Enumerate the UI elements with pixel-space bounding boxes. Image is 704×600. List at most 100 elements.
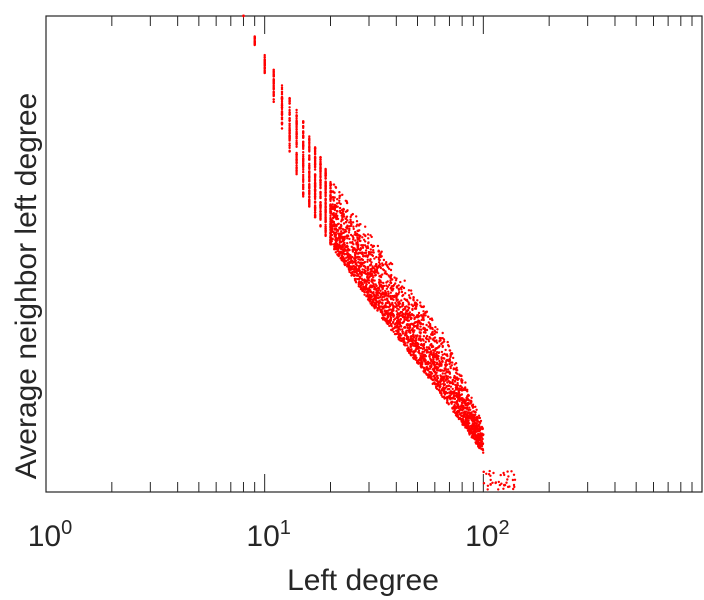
data-point <box>414 307 418 310</box>
data-point <box>488 469 491 473</box>
data-point <box>470 436 473 439</box>
data-point <box>498 483 502 487</box>
data-point <box>338 237 342 241</box>
data-point <box>463 424 466 427</box>
data-point <box>408 351 412 354</box>
data-point <box>295 162 298 165</box>
data-point <box>468 426 471 429</box>
data-point <box>353 233 356 236</box>
data-point <box>369 248 372 251</box>
data-point <box>333 245 337 249</box>
data-point <box>403 325 407 329</box>
data-point <box>368 275 372 278</box>
data-point <box>397 288 401 291</box>
x-tick-label: 102 <box>465 517 510 553</box>
data-point <box>446 398 449 401</box>
data-point <box>481 437 484 441</box>
data-point <box>390 314 394 317</box>
data-point <box>345 220 348 224</box>
data-point <box>272 93 275 96</box>
data-point <box>486 484 490 487</box>
data-point <box>441 389 444 392</box>
data-point <box>280 87 284 91</box>
data-point <box>376 266 379 269</box>
data-point <box>358 236 361 240</box>
data-point <box>399 324 402 327</box>
data-point <box>411 307 414 311</box>
data-point <box>341 193 344 196</box>
data-point <box>280 117 284 121</box>
data-point <box>434 382 437 385</box>
data-point <box>345 244 349 248</box>
data-point <box>422 344 425 347</box>
data-point <box>395 322 398 325</box>
data-point <box>406 326 409 330</box>
data-point <box>349 241 352 244</box>
data-point <box>444 378 448 381</box>
data-point <box>499 473 502 477</box>
data-point <box>400 299 403 302</box>
data-point <box>453 404 456 407</box>
data-point <box>341 257 344 260</box>
data-point <box>386 316 390 319</box>
data-point <box>446 401 449 404</box>
data-point <box>494 481 497 485</box>
data-point <box>356 274 360 277</box>
data-point <box>381 293 385 296</box>
data-point <box>349 257 353 260</box>
data-point <box>388 303 392 307</box>
data-point <box>419 325 422 328</box>
data-point <box>372 299 375 302</box>
data-point <box>392 318 396 321</box>
data-point <box>497 480 500 484</box>
data-point <box>472 410 475 413</box>
data-point <box>302 153 305 156</box>
data-point <box>357 261 360 264</box>
data-point <box>319 184 322 187</box>
data-point <box>363 290 366 294</box>
data-point <box>319 195 322 198</box>
data-point <box>302 175 305 179</box>
data-point <box>367 273 370 276</box>
data-point <box>505 481 508 484</box>
data-point <box>342 248 346 251</box>
data-point <box>408 338 411 342</box>
data-point <box>430 345 434 349</box>
data-point <box>381 268 385 271</box>
data-point <box>295 153 298 156</box>
data-point <box>350 245 353 248</box>
data-point <box>465 427 469 430</box>
data-point <box>419 337 422 340</box>
data-point <box>430 353 433 356</box>
data-point <box>333 208 337 212</box>
data-point <box>397 331 400 334</box>
data-point <box>253 37 256 41</box>
data-point <box>452 410 456 413</box>
data-point <box>336 210 339 213</box>
data-point <box>340 220 343 223</box>
data-point <box>380 281 383 284</box>
data-point <box>359 247 362 250</box>
data-point <box>405 305 408 308</box>
data-point <box>390 328 393 332</box>
data-point <box>319 207 322 211</box>
data-point <box>444 361 447 364</box>
data-point <box>432 353 435 357</box>
data-point <box>435 375 438 378</box>
data-point <box>344 263 347 266</box>
data-point <box>451 380 454 384</box>
data-point <box>362 233 365 236</box>
data-point <box>404 292 407 295</box>
data-point <box>295 120 298 124</box>
data-point <box>319 158 322 161</box>
data-point <box>347 252 350 256</box>
data-point <box>337 222 340 225</box>
data-point <box>371 274 374 277</box>
data-point <box>295 166 298 170</box>
data-point <box>348 237 351 241</box>
data-point <box>433 332 436 336</box>
data-point <box>313 153 317 156</box>
data-point <box>458 399 461 403</box>
data-point <box>456 381 459 385</box>
